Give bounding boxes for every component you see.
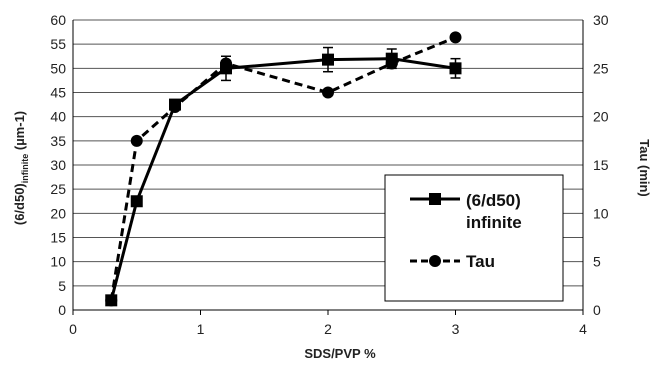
y-right-tick-label: 15 xyxy=(593,157,609,173)
y-left-tick-label: 5 xyxy=(58,278,66,294)
legend-label-series-2: Tau xyxy=(466,252,495,271)
x-tick-label: 0 xyxy=(69,321,77,337)
y-left-tick-label: 35 xyxy=(50,133,66,149)
y-left-tick-label: 40 xyxy=(50,109,66,125)
x-tick-label: 2 xyxy=(324,321,332,337)
series-1-point xyxy=(130,195,143,208)
legend-box xyxy=(384,174,564,302)
left-axis-tick-labels: 0 5 10 15 20 25 30 35 40 45 50 55 60 xyxy=(50,12,66,318)
y-left-tick-label: 25 xyxy=(50,181,66,197)
series-1-point xyxy=(449,62,462,75)
y-left-tick-label: 20 xyxy=(50,205,66,221)
y-left-tick-label: 45 xyxy=(50,85,66,101)
x-tick-label: 3 xyxy=(452,321,460,337)
x-axis-title: SDS/PVP % xyxy=(304,346,376,361)
x-axis-tick-labels: 0 1 2 3 4 xyxy=(69,321,587,337)
y-right-tick-label: 10 xyxy=(593,205,609,221)
series-2-point xyxy=(385,57,398,70)
y-right-tick-label: 5 xyxy=(593,254,601,270)
y-left-tick-label: 50 xyxy=(50,60,66,76)
series-2-point xyxy=(322,86,334,99)
legend-label-series-1-line-1: (6/d50) xyxy=(466,191,521,210)
y-right-tick-label: 20 xyxy=(593,109,609,125)
legend-label-series-1-line-2: infinite xyxy=(466,213,522,232)
y-right-tick-label: 0 xyxy=(593,302,601,318)
series-2-point xyxy=(449,31,462,44)
series-layer xyxy=(105,31,462,307)
y-left-tick-label: 10 xyxy=(50,254,66,270)
y-right-tick-label: 30 xyxy=(593,12,609,28)
left-axis-title: (6/d50)infinite (µm-1) xyxy=(12,111,30,225)
series-2-point xyxy=(130,134,143,147)
legend-marker-series-1 xyxy=(429,193,441,205)
y-left-tick-label: 15 xyxy=(50,230,66,246)
right-axis-title: Tau (min) xyxy=(637,139,652,197)
axes xyxy=(72,20,584,315)
x-tick-label: 1 xyxy=(197,321,205,337)
y-left-tick-label: 60 xyxy=(50,12,66,28)
legend: (6/d50) infinite Tau xyxy=(384,174,564,302)
y-left-tick-label: 0 xyxy=(58,302,66,318)
y-right-tick-label: 25 xyxy=(593,60,609,76)
x-tick-label: 4 xyxy=(579,321,587,337)
right-axis-tick-labels: 0 5 10 15 20 25 30 xyxy=(593,12,609,318)
series-1-point xyxy=(322,53,334,66)
series-2-point xyxy=(105,294,118,307)
legend-marker-series-2 xyxy=(429,255,441,267)
series-2-point xyxy=(220,57,232,70)
series-2-point xyxy=(169,101,181,113)
y-left-tick-label: 30 xyxy=(50,157,66,173)
y-left-tick-label: 55 xyxy=(50,36,66,52)
